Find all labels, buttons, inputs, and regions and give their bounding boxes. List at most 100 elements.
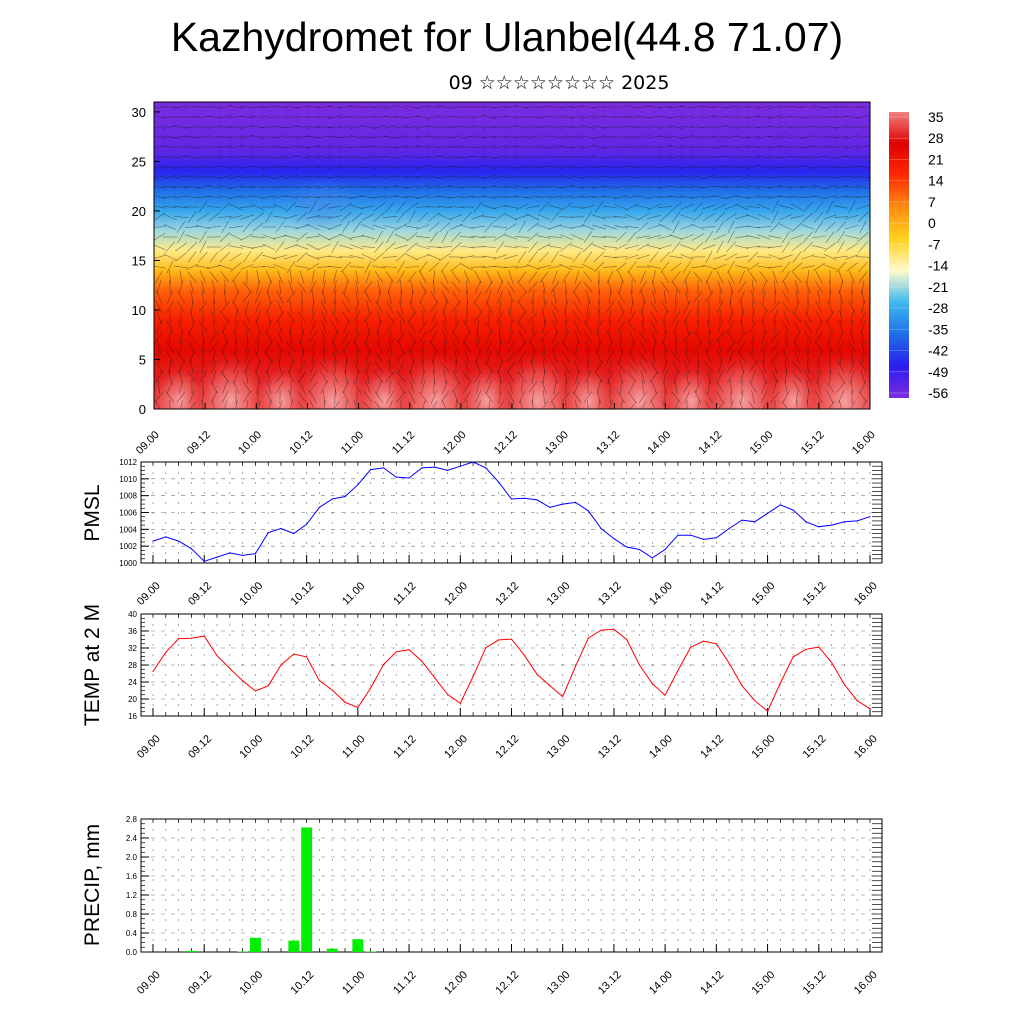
- wind-vector: [583, 391, 593, 403]
- wind-vector: [517, 271, 527, 283]
- wind-vector: [569, 115, 585, 119]
- wind-vector: [328, 145, 342, 149]
- wind-vector: [296, 232, 308, 242]
- wind-vector: [525, 156, 541, 158]
- wind-vector: [812, 125, 826, 129]
- wind-vector: [735, 255, 749, 259]
- wind-vector: [608, 360, 612, 374]
- wind-vector: [617, 270, 625, 284]
- wind-vector: [583, 271, 593, 283]
- wind-vector: [550, 281, 560, 293]
- wind-vector: [283, 186, 299, 188]
- wind-vector: [409, 300, 415, 314]
- wind-vector: [474, 370, 482, 384]
- wind-vector: [211, 310, 217, 324]
- wind-vector: [485, 280, 493, 294]
- x-tick-label: 15.12: [801, 733, 829, 761]
- wind-vector: [485, 370, 493, 384]
- wind-vector: [389, 379, 391, 395]
- wind-vector: [800, 186, 816, 188]
- wind-vector: [597, 330, 601, 344]
- wind-vector: [408, 340, 416, 354]
- wind-vector: [514, 236, 530, 238]
- wind-vector: [737, 331, 747, 343]
- wind-vector: [541, 350, 547, 364]
- wind-vector: [592, 224, 606, 230]
- wind-vector: [262, 175, 276, 179]
- wind-vector: [668, 166, 684, 168]
- wind-vector: [209, 251, 219, 263]
- wind-vector: [207, 185, 221, 189]
- wind-vector: [242, 250, 252, 264]
- wind-vector: [682, 260, 692, 274]
- data-point: [434, 677, 436, 679]
- wind-vector: [201, 400, 204, 409]
- wind-vector: [814, 331, 824, 343]
- wind-vector: [286, 311, 296, 323]
- wind-vector: [459, 176, 475, 178]
- wind-vector: [573, 320, 581, 334]
- wind-vector: [574, 330, 580, 344]
- x-tick-label: 12.12: [492, 429, 520, 457]
- wind-vector: [650, 300, 658, 314]
- wind-vector: [207, 115, 221, 119]
- wind-vector: [706, 350, 712, 364]
- data-point: [754, 521, 756, 523]
- wind-vector: [493, 233, 507, 241]
- wind-vector: [384, 242, 396, 252]
- wind-vector: [189, 280, 195, 294]
- data-point: [536, 499, 538, 501]
- wind-vector: [199, 240, 207, 254]
- wind-vector: [506, 361, 516, 373]
- wind-vector: [836, 230, 846, 244]
- wind-vector: [319, 361, 329, 373]
- wind-vector: [242, 381, 252, 393]
- wind-vector: [834, 205, 848, 209]
- data-point: [370, 469, 372, 471]
- wind-vector: [583, 330, 593, 344]
- data-point: [690, 534, 692, 536]
- wind-vector: [801, 115, 815, 119]
- wind-vector: [461, 211, 473, 223]
- wind-vector: [355, 270, 359, 284]
- wind-vector: [594, 371, 604, 383]
- wind-vector: [482, 165, 496, 169]
- wind-vector: [616, 321, 626, 333]
- wind-vector: [509, 300, 513, 314]
- data-point: [382, 467, 385, 469]
- y-tick-label: 1004: [119, 525, 137, 534]
- wind-vector: [306, 263, 320, 271]
- wind-vector: [837, 340, 845, 354]
- wind-vector: [449, 135, 463, 139]
- x-tick-label: 09.00: [134, 429, 162, 457]
- wind-vector: [613, 176, 629, 178]
- x-tick-label: 11.12: [391, 733, 418, 760]
- data-point: [459, 702, 461, 704]
- wind-vector: [410, 280, 414, 294]
- wind-vector: [647, 224, 661, 230]
- wind-vector: [349, 185, 365, 189]
- wind-vector: [585, 290, 591, 304]
- wind-vector: [547, 186, 563, 188]
- wind-vector: [822, 165, 838, 169]
- wind-vector: [796, 389, 798, 405]
- data-point: [587, 637, 589, 639]
- wind-vector: [496, 280, 504, 294]
- wind-vector: [180, 329, 182, 345]
- wind-vector: [275, 221, 285, 233]
- wind-vector: [442, 380, 448, 394]
- wind-vector: [669, 185, 683, 189]
- wind-vector: [202, 309, 204, 325]
- wind-vector: [338, 126, 354, 128]
- wind-vector: [275, 311, 285, 323]
- wind-vector: [707, 320, 711, 334]
- wind-vector: [498, 340, 502, 354]
- data-point: [805, 648, 807, 650]
- wind-vector: [531, 400, 534, 409]
- wind-vector: [849, 370, 855, 384]
- wind-vector: [162, 136, 178, 138]
- wind-vector: [284, 165, 298, 169]
- wind-vector: [647, 265, 661, 269]
- data-point: [421, 660, 423, 662]
- wind-vector: [663, 290, 667, 304]
